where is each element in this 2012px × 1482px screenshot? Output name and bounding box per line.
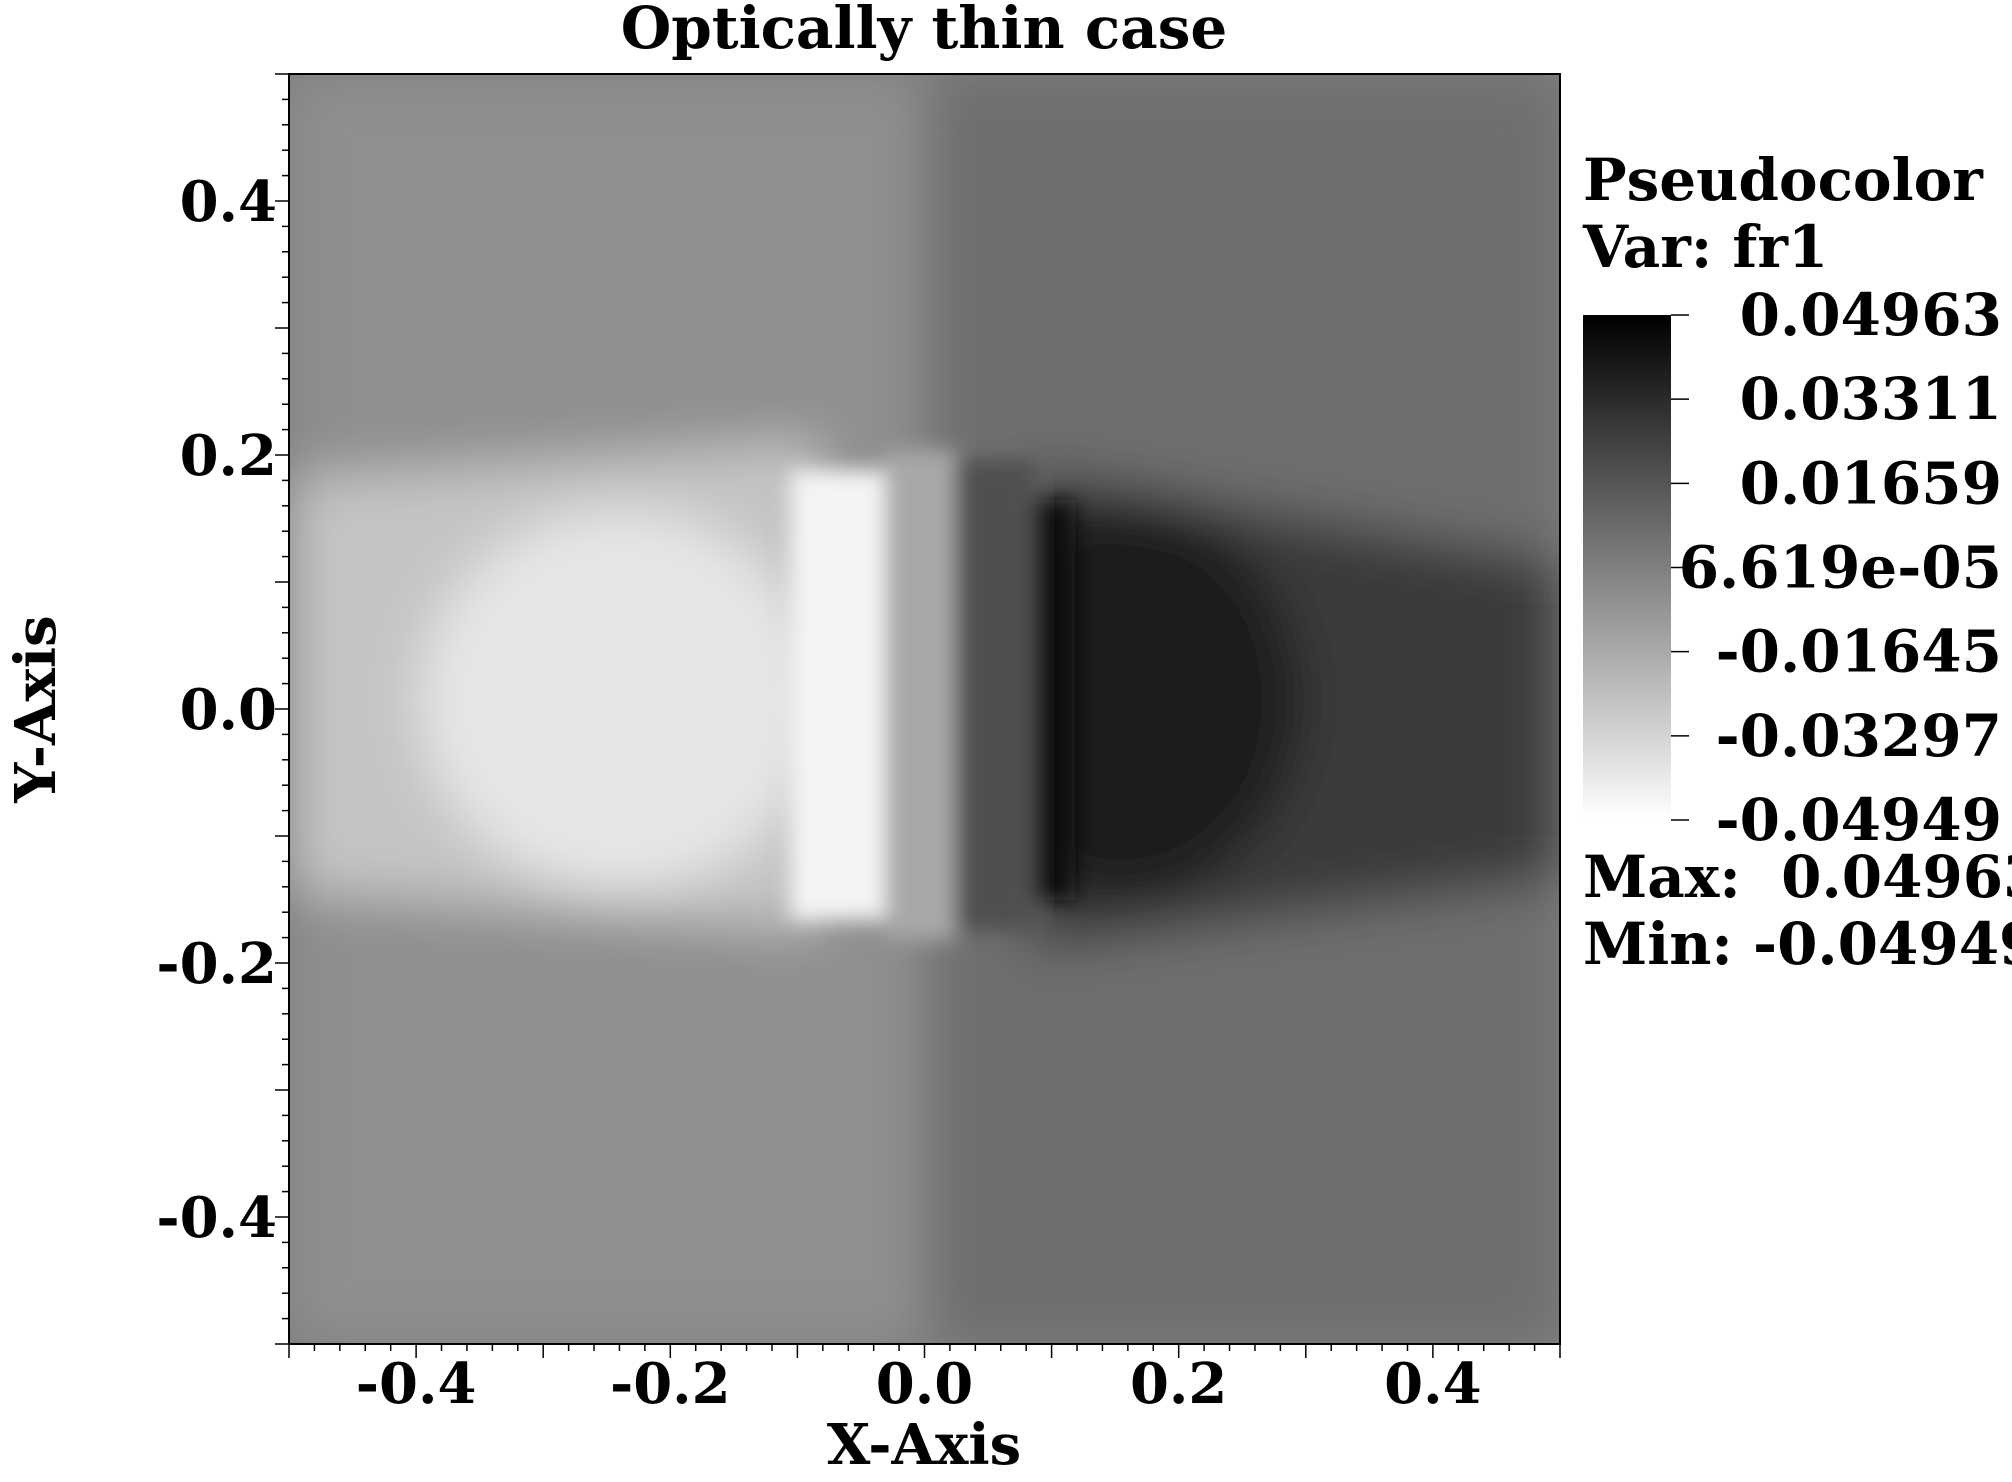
- colorbar: [1583, 315, 1671, 820]
- colorbar-level-label: 0.04963: [1740, 281, 2002, 349]
- disk-band-light: [790, 470, 885, 920]
- disk-band-mid: [885, 450, 955, 940]
- colorbar-level-label: 6.619e-05: [1679, 534, 2002, 602]
- legend-min-label: Min: -0.04949: [1583, 910, 2012, 978]
- legend-heading: Pseudocolor: [1583, 146, 1984, 214]
- disk-band-dark: [955, 460, 1035, 930]
- x-axis-ticks: -0.4 -0.2 0.0 0.2 0.4: [288, 1344, 1561, 1417]
- colorbar-level-label: -0.01645: [1716, 618, 2002, 686]
- legend-var-label: Var: fr1: [1582, 213, 1828, 281]
- colorbar-level-label: 0.01659: [1740, 449, 2002, 517]
- colorbar-level-label: -0.04949: [1716, 786, 2002, 854]
- y-axis-label: Y-Axis: [3, 615, 69, 803]
- field-light-core: [420, 510, 820, 890]
- x-tick-label: 0.0: [876, 1351, 973, 1417]
- y-tick-label: 0.2: [180, 423, 277, 489]
- y-tick-label: 0.0: [180, 677, 277, 743]
- plot-area: [289, 74, 1560, 1344]
- x-axis-label: X-Axis: [827, 1412, 1021, 1478]
- y-tick-label: -0.4: [156, 1185, 277, 1251]
- colorbar-level-label: -0.03297: [1716, 702, 2002, 770]
- chart-title: Optically thin case: [621, 0, 1228, 62]
- y-axis-ticks: 0.4 0.2 0.0 -0.2 -0.4: [156, 73, 289, 1345]
- y-tick-label: 0.4: [180, 169, 277, 235]
- x-tick-label: -0.2: [610, 1351, 731, 1417]
- x-tick-label: -0.4: [356, 1351, 477, 1417]
- x-tick-label: 0.4: [1384, 1351, 1481, 1417]
- disk-band-darkest: [1035, 500, 1075, 900]
- legend: Pseudocolor Var: fr1 0.04963 0.03311 0.016…: [1582, 146, 2012, 978]
- legend-max-label: Max: 0.04963: [1583, 843, 2012, 911]
- y-tick-label: -0.2: [156, 931, 277, 997]
- colorbar-levels: 0.04963 0.03311 0.01659 6.619e-05 -0.01645 -0…: [1671, 281, 2002, 854]
- field-central-disk: [790, 450, 1075, 940]
- colorbar-level-label: 0.03311: [1740, 365, 2002, 433]
- x-tick-label: 0.2: [1130, 1351, 1227, 1417]
